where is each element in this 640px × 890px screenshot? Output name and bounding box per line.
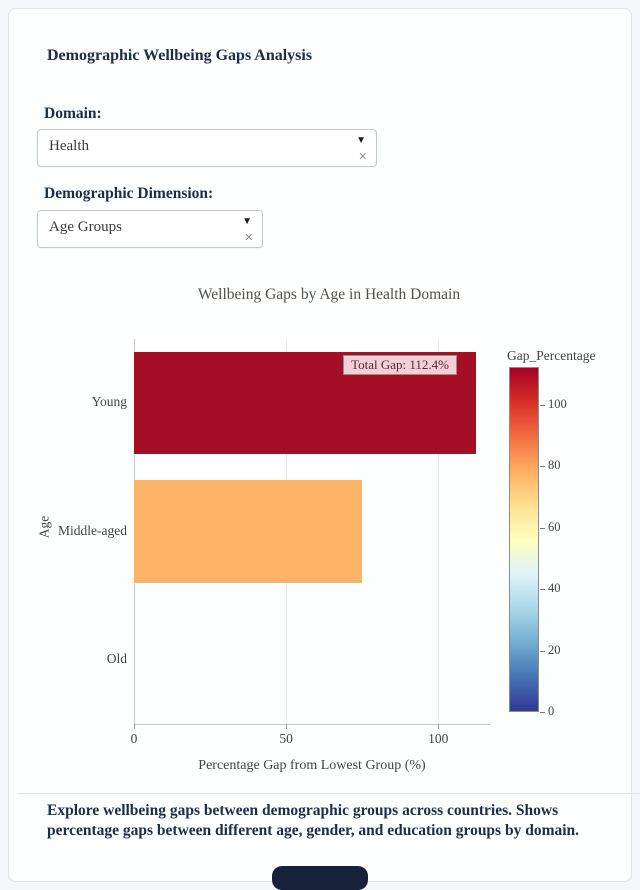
x-tick-mark xyxy=(134,724,135,729)
colorbar-tick-label: 20 xyxy=(548,642,561,657)
dimension-select[interactable]: Age Groups ▼ × xyxy=(37,210,263,248)
colorbar-tick-mark xyxy=(540,466,545,468)
y-tick-label: Young xyxy=(91,394,127,410)
colorbar-tick-label: 0 xyxy=(548,704,555,718)
chevron-down-icon[interactable]: ▼ xyxy=(356,135,366,146)
x-tick-mark xyxy=(286,724,288,729)
chart-title: Wellbeing Gaps by Age in Health Domain xyxy=(197,286,461,303)
colorbar-tick-mark xyxy=(540,527,545,529)
total-gap-annotation: Total Gap: 112.4% xyxy=(343,355,457,375)
x-tick-label: 100 xyxy=(428,731,449,746)
colorbar-tick-label: 40 xyxy=(548,581,561,596)
divider xyxy=(18,793,640,794)
colorbar-tick-label: 100 xyxy=(548,397,567,412)
app-card: Demographic Wellbeing Gaps Analysis Doma… xyxy=(8,8,640,882)
dimension-label: Demographic Dimension: xyxy=(44,185,214,202)
x-tick-mark xyxy=(438,724,440,729)
x-tick-label: 50 xyxy=(279,731,293,746)
clear-icon[interactable]: × xyxy=(244,230,253,246)
page-title: Demographic Wellbeing Gaps Analysis xyxy=(47,47,313,64)
domain-select[interactable]: Health ▼ × xyxy=(37,129,377,167)
x-axis-line xyxy=(134,724,490,725)
y-axis-title: Age xyxy=(36,515,52,539)
chevron-down-icon[interactable]: ▼ xyxy=(242,216,252,227)
colorbar-tick-mark xyxy=(540,405,545,407)
dimension-select-value: Age Groups xyxy=(49,219,122,235)
colorbar-tick-label: 60 xyxy=(548,519,561,534)
colorbar-tick-mark xyxy=(540,589,545,591)
domain-select-value: Health xyxy=(49,138,89,154)
colorbar-tick-mark xyxy=(540,712,545,713)
colorbar xyxy=(509,367,539,712)
x-axis-title: Percentage Gap from Lowest Group (%) xyxy=(198,758,426,773)
y-tick-label: Old xyxy=(106,650,127,666)
colorbar-tick-label: 80 xyxy=(548,458,561,473)
x-tick-label: 0 xyxy=(130,731,138,746)
y-tick-label: Middle-aged xyxy=(58,522,127,538)
gridline xyxy=(438,339,440,724)
colorbar-tick-mark xyxy=(540,650,545,652)
domain-label: Domain: xyxy=(44,105,102,122)
bar-middle-aged[interactable] xyxy=(134,480,363,583)
colorbar-title: Gap_Percentage xyxy=(507,348,596,363)
bottom-status-pill xyxy=(272,866,368,890)
clear-icon[interactable]: × xyxy=(358,149,367,165)
footer-description: Explore wellbeing gaps between demograph… xyxy=(47,802,580,840)
